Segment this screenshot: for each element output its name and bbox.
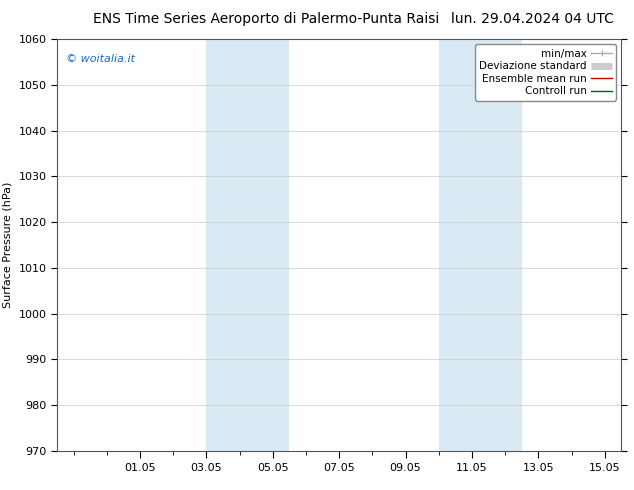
Text: © woitalia.it: © woitalia.it [65,53,134,64]
Text: ENS Time Series Aeroporto di Palermo-Punta Raisi: ENS Time Series Aeroporto di Palermo-Pun… [93,12,439,26]
Bar [439,39,522,451]
Y-axis label: Surface Pressure (hPa): Surface Pressure (hPa) [3,182,13,308]
Legend: min/max, Deviazione standard, Ensemble mean run, Controll run: min/max, Deviazione standard, Ensemble m… [476,45,616,100]
Bar [207,39,289,451]
Text: lun. 29.04.2024 04 UTC: lun. 29.04.2024 04 UTC [451,12,614,26]
